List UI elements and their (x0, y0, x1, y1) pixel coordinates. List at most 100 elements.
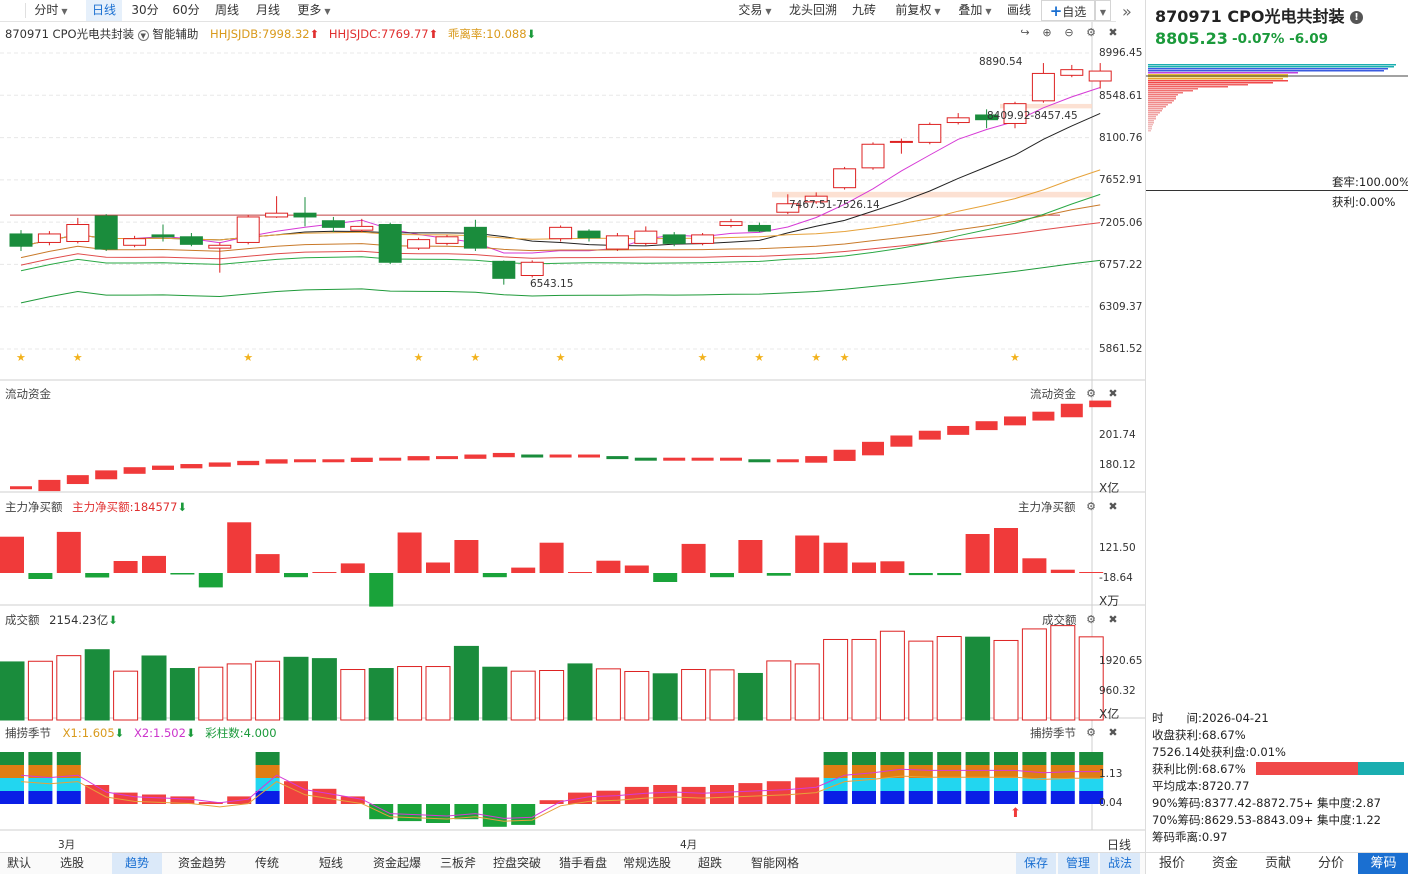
period-tab-30min[interactable]: 30分 (131, 3, 159, 17)
period-tab-60min[interactable]: 60分 (172, 3, 200, 17)
flow-bar (180, 464, 203, 469)
collapse-icon[interactable]: » (1122, 2, 1132, 21)
season-panel-name: 捕捞季节 (5, 726, 51, 740)
flow-bar (10, 486, 32, 490)
profit-at-price: 7526.14处获利盘:0.01% (1152, 745, 1286, 759)
unit-label: X亿 (1099, 481, 1120, 495)
flow-bar (464, 454, 487, 459)
hhjsjdc-value: HHJSJDC:7769.77 (328, 27, 429, 41)
period-tab-minute[interactable]: 分时 ▼ (25, 0, 77, 21)
flow-bar (691, 457, 714, 461)
strategy-tab[interactable]: 选股 (59, 856, 84, 870)
leader-review-button[interactable]: 龙头回溯 (788, 3, 837, 17)
tactics-button[interactable]: 战法 (1100, 853, 1140, 874)
x-tick: 4月 (680, 839, 698, 851)
period-tab-day[interactable]: 日线 (86, 0, 122, 21)
settings-icon[interactable]: ⚙ (1086, 726, 1096, 739)
strategy-tab[interactable]: 传统 (254, 856, 279, 870)
season-stack-bar (823, 752, 848, 765)
season-stack-bar (823, 791, 848, 804)
tab-contribution[interactable]: 贡献 (1264, 856, 1291, 871)
strategy-tab[interactable]: 三板斧 (439, 856, 476, 870)
net-buy-bar (795, 535, 820, 573)
settings-icon[interactable]: ⚙ (1086, 26, 1096, 39)
trade-button[interactable]: 交易 ▼ (733, 0, 777, 21)
chip-90: 90%筹码:8377.42-8872.75+ 集中度:2.87 (1152, 796, 1381, 810)
y-tick: 7652.91 (1099, 174, 1143, 186)
period-tab-more[interactable]: 更多 ▼ (291, 0, 337, 21)
close-icon[interactable]: ✖ (1108, 613, 1118, 626)
chip-row (1148, 106, 1166, 108)
candle-body (1060, 69, 1084, 76)
net-buy-bar (340, 563, 365, 573)
close-icon[interactable]: ✖ (1108, 726, 1118, 739)
zoom-in-icon[interactable]: ⊕ (1042, 26, 1052, 39)
tab-funds[interactable]: 资金 (1211, 856, 1238, 871)
net-buy-bar (710, 573, 734, 578)
adjust-button[interactable]: 前复权 ▼ (888, 0, 948, 21)
period-tab-week[interactable]: 周线 (214, 3, 239, 17)
candle-body (151, 234, 175, 238)
chip-row (1148, 70, 1384, 72)
settings-icon[interactable]: ⚙ (1086, 387, 1096, 400)
flow-bar (237, 460, 260, 466)
chip-row (1148, 64, 1396, 66)
settings-icon[interactable]: ⚙ (1086, 613, 1096, 626)
flow-bar (1032, 411, 1055, 421)
restore-icon[interactable]: ↪ (1020, 26, 1030, 39)
season-stack-bar (937, 765, 962, 778)
chart-canvas[interactable]: ★ ★ ★ ★ ★ ★ ★ ★ ★ ★ ★ ⬆ (0, 22, 1145, 852)
strategy-tab[interactable]: 猎手看盘 (558, 856, 607, 870)
settings-icon[interactable]: ⚙ (1086, 500, 1096, 513)
overlay-label: 叠加 (958, 3, 983, 17)
watchlist-button[interactable]: +自选 (1041, 0, 1095, 21)
strategy-tab[interactable]: 默认 (6, 856, 31, 870)
close-icon[interactable]: ✖ (1108, 26, 1118, 39)
net-buy-bar (255, 554, 280, 573)
strategy-tab[interactable]: 智能网格 (750, 856, 799, 870)
strategy-tab[interactable]: 常规选股 (622, 856, 671, 870)
draw-line-button[interactable]: 画线 (1006, 3, 1031, 17)
season-bar (113, 792, 138, 804)
tab-price-dist[interactable]: 分价 (1317, 856, 1344, 871)
flow-bar (208, 462, 231, 467)
zoom-out-icon[interactable]: ⊖ (1064, 26, 1074, 39)
period-tab-month[interactable]: 月线 (255, 3, 280, 17)
strategy-tab[interactable]: 短线 (318, 856, 343, 870)
strategy-tab[interactable]: 趋势 (112, 853, 162, 874)
flow-bar (634, 457, 657, 461)
net-buy-bar (681, 543, 706, 573)
volume-bar (0, 661, 25, 721)
ma30-line (20, 204, 1101, 259)
info-icon[interactable]: ! (1350, 11, 1364, 24)
watchlist-dropdown[interactable]: ▼ (1095, 0, 1111, 21)
strategy-tab[interactable]: 控盘突破 (492, 856, 541, 870)
flow-bar (407, 456, 430, 461)
nine-brick-button[interactable]: 九砖 (851, 3, 876, 17)
strategy-tab[interactable]: 资金趋势 (177, 856, 226, 870)
star-icon: ★ (73, 351, 83, 364)
volume-bar (879, 630, 905, 721)
assist-label[interactable]: 智能辅助 (152, 27, 199, 41)
candle-body (463, 226, 487, 249)
volume-bar (84, 649, 110, 721)
volume-bar (368, 668, 394, 721)
season-bar (426, 804, 450, 823)
strategy-tab[interactable]: 资金起爆 (372, 856, 421, 870)
net-buy-bar (1050, 569, 1075, 573)
range-annotation: 8409.92-8457.45 (987, 110, 1078, 122)
season-stack-bar (0, 791, 24, 804)
overlay-button[interactable]: 叠加 ▼ (952, 0, 998, 21)
close-icon[interactable]: ✖ (1108, 387, 1118, 400)
save-button[interactable]: 保存 (1016, 853, 1056, 874)
close-icon[interactable]: ✖ (1108, 500, 1118, 513)
tab-chips[interactable]: 筹码 (1358, 853, 1408, 874)
strategy-tab[interactable]: 超跌 (697, 856, 722, 870)
assist-toggle-icon[interactable]: ▼ (137, 30, 149, 41)
candle-body (804, 195, 828, 203)
volume-bar (652, 673, 678, 721)
tab-quote[interactable]: 报价 (1158, 856, 1185, 871)
stock-title: 870971 CPO光电共封装 ! (1155, 3, 1364, 27)
volume-bar (823, 638, 849, 721)
manage-button[interactable]: 管理 (1058, 853, 1098, 874)
